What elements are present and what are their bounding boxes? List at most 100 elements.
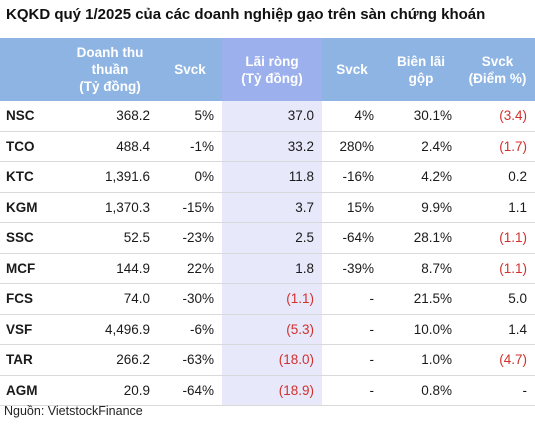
value-cell: 30.1% [382,101,460,132]
value-cell: 144.9 [62,253,158,284]
chart-title: KQKD quý 1/2025 của các doanh nghiệp gạo… [6,6,486,23]
column-header-line: (Điểm %) [468,70,527,86]
value-cell: -63% [158,344,222,376]
value-cell: -15% [158,192,222,223]
column-header: Doanh thu thuần (Tỷ đồng) [62,38,158,101]
column-header [0,38,62,101]
value-cell: 10.0% [382,314,460,345]
table-row: TCO 488.4 -1% 33.2 280% 2.4% (1.7) [0,131,535,162]
value-cell: 15% [322,192,382,223]
column-header-line: Doanh thu [76,45,144,60]
table-row: AGM 20.9 -64% (18.9) -0.8% - [0,375,535,406]
value-cell: (3.4) [460,101,535,132]
value-cell: 1,391.6 [62,161,158,193]
value-cell: 11.8 [222,161,322,193]
column-header-line: Svck [174,62,206,77]
ticker-cell: AGM [0,375,62,406]
ticker-cell: SSC [0,222,62,254]
value-cell: 22% [158,253,222,284]
value-cell: 4,496.9 [62,314,158,345]
value-cell: (1.7) [460,131,535,162]
value-cell: 33.2 [222,131,322,162]
value-cell: 1.0% [382,344,460,376]
value-cell: -30% [158,283,222,315]
value-cell: 1,370.3 [62,192,158,223]
value-cell: -64% [322,222,382,254]
column-header-line: Lãi ròng [245,53,299,69]
value-cell: 4.2% [382,161,460,193]
value-cell: 280% [322,131,382,162]
column-header-line: Svck [481,53,514,69]
table-header-row: Doanh thu thuần (Tỷ đồng) Svck Lãi ròng (Tỷ đ… [0,38,535,101]
value-cell: 488.4 [62,131,158,162]
value-cell: -39% [322,253,382,284]
table-row: SSC 52.5 -23% 2.5 -64% 28.1% (1.1) [0,222,535,254]
ticker-cell: KGM [0,192,62,223]
value-cell: 0% [158,161,222,193]
value-cell: 2.5 [222,222,322,254]
value-cell: -1% [158,131,222,162]
value-cell: 20.9 [62,375,158,406]
ticker-cell: VSF [0,314,62,345]
value-cell: - [322,344,382,376]
value-cell: 1.4 [460,314,535,345]
value-cell: - [322,314,382,345]
value-cell: (18.0) [222,344,322,376]
ticker-cell: MCF [0,253,62,284]
value-cell: (1.1) [460,253,535,284]
results-table: Doanh thu thuần (Tỷ đồng) Svck Lãi ròng (Tỷ đ… [0,38,535,406]
value-cell: 28.1% [382,222,460,254]
column-header: Svck [322,38,382,101]
column-header: Lãi ròng (Tỷ đồng) [222,38,322,101]
value-cell: (1.1) [460,222,535,254]
table-row: KTC 1,391.6 0% 11.8 -16% 4.2% 0.2 [0,161,535,193]
table-row: TAR 266.2 -63% (18.0) -1.0% (4.7) [0,344,535,376]
value-cell: 368.2 [62,101,158,132]
source-note: Nguồn: VietstockFinance [4,404,143,418]
value-cell: 1.8 [222,253,322,284]
column-header-line: (Tỷ đồng) [241,70,303,86]
column-header: Biên lãi gộp [382,38,460,101]
column-header-line: gộp [408,70,434,86]
value-cell: 3.7 [222,192,322,223]
value-cell: 9.9% [382,192,460,223]
column-header-line: (Tỷ đồng) [79,79,141,94]
table-row: KGM 1,370.3 -15% 3.7 15% 9.9% 1.1 [0,192,535,223]
value-cell: (1.1) [222,283,322,315]
value-cell: (4.7) [460,344,535,376]
value-cell: - [322,283,382,315]
value-cell: -6% [158,314,222,345]
value-cell: - [322,375,382,406]
ticker-cell: TAR [0,344,62,376]
ticker-cell: FCS [0,283,62,315]
value-cell: 8.7% [382,253,460,284]
ticker-cell: KTC [0,161,62,193]
value-cell: -23% [158,222,222,254]
column-header-line: Svck [336,62,368,77]
value-cell: -64% [158,375,222,406]
value-cell: 266.2 [62,344,158,376]
value-cell: (5.3) [222,314,322,345]
value-cell: (18.9) [222,375,322,406]
ticker-cell: TCO [0,131,62,162]
column-header-line: thuần [91,62,129,77]
column-header: Svck (Điểm %) [460,38,535,101]
table-row: MCF 144.9 22% 1.8 -39% 8.7% (1.1) [0,253,535,284]
value-cell: 0.8% [382,375,460,406]
value-cell: 1.1 [460,192,535,223]
ticker-cell: NSC [0,101,62,132]
value-cell: 5.0 [460,283,535,315]
table-row: NSC 368.2 5% 37.0 4% 30.1% (3.4) [0,101,535,132]
value-cell: 5% [158,101,222,132]
value-cell: 0.2 [460,161,535,193]
value-cell: 2.4% [382,131,460,162]
value-cell: 52.5 [62,222,158,254]
column-header-line: Biên lãi [396,53,445,69]
value-cell: - [460,375,535,406]
value-cell: 21.5% [382,283,460,315]
value-cell: 74.0 [62,283,158,315]
table-body: NSC 368.2 5% 37.0 4% 30.1% (3.4) TCO 488.4 -1% 33.… [0,101,535,406]
value-cell: -16% [322,161,382,193]
table-row: FCS 74.0 -30% (1.1) -21.5% 5.0 [0,283,535,315]
table-row: VSF 4,496.9 -6% (5.3) -10.0% 1.4 [0,314,535,345]
